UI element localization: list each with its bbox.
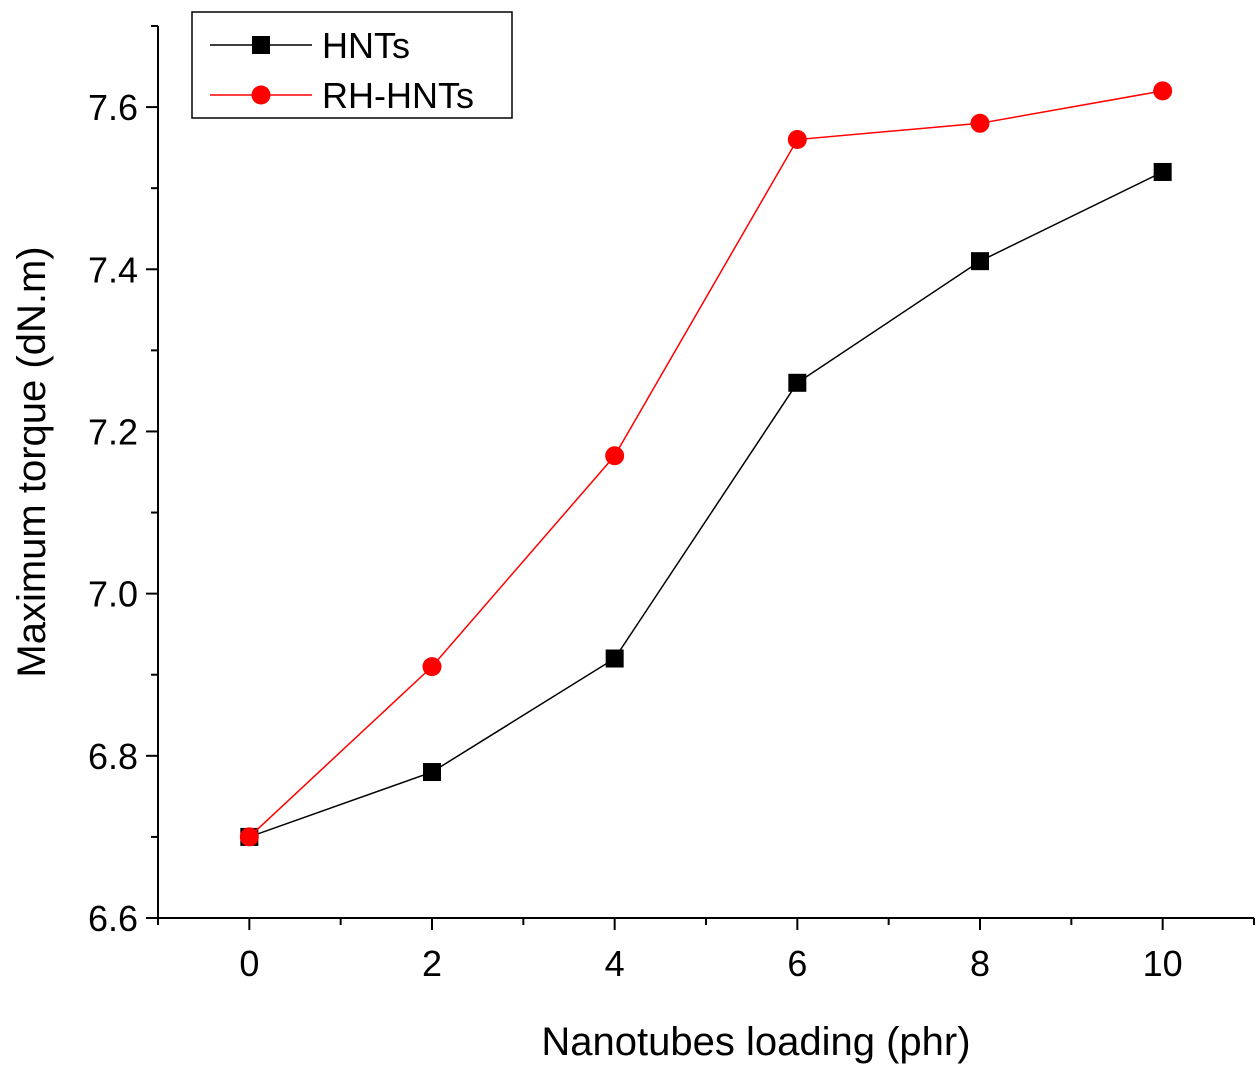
x-tick-label: 8: [970, 943, 990, 984]
legend-item: HNTs: [210, 25, 410, 66]
series-layer: [239, 81, 1173, 847]
x-tick-label: 6: [787, 943, 807, 984]
x-axis-title: Nanotubes loading (phr): [541, 1020, 970, 1064]
data-point: [970, 113, 990, 133]
y-tick-label: 7.2: [88, 411, 138, 452]
x-tick-label: 2: [422, 943, 442, 984]
legend-label: RH-HNTs: [322, 75, 474, 116]
series-2: [239, 81, 1173, 847]
legend: HNTs RH-HNTs: [191, 11, 513, 119]
data-point: [239, 827, 259, 847]
data-point: [605, 446, 625, 466]
series-line: [248, 90, 1163, 838]
y-tick-label: 6.8: [88, 736, 138, 777]
y-tick-label: 7.6: [88, 87, 138, 128]
legend-box: [191, 11, 513, 119]
data-point: [1153, 81, 1173, 101]
data-point: [787, 130, 807, 150]
data-point: [1153, 162, 1172, 181]
x-tick-label: 0: [239, 943, 259, 984]
series-line: [249, 171, 1163, 838]
data-point: [971, 252, 989, 271]
data-point: [422, 657, 442, 677]
y-tick-label: 6.6: [88, 898, 138, 939]
legend-item: RH-HNTs: [210, 75, 474, 116]
x-tick-label: 10: [1143, 943, 1183, 984]
y-tick-label: 7.4: [88, 249, 138, 290]
legend-items: HNTs RH-HNTs: [210, 25, 474, 116]
ticks: 0 2 4 6 8 10 6.6 6.8 7.0 7.2 7.4 7.6: [88, 25, 1255, 984]
data-point: [605, 649, 624, 668]
legend-marker: [252, 36, 270, 54]
axes: [157, 26, 1254, 919]
y-axis-title: Maximum torque (dN.m): [10, 246, 54, 677]
legend-marker: [251, 85, 271, 105]
y-tick-label: 7.0: [88, 574, 138, 615]
data-point: [788, 373, 807, 392]
data-point: [423, 763, 441, 782]
x-tick-label: 4: [605, 943, 625, 984]
series-1: [240, 162, 1172, 846]
legend-label: HNTs: [322, 25, 410, 66]
